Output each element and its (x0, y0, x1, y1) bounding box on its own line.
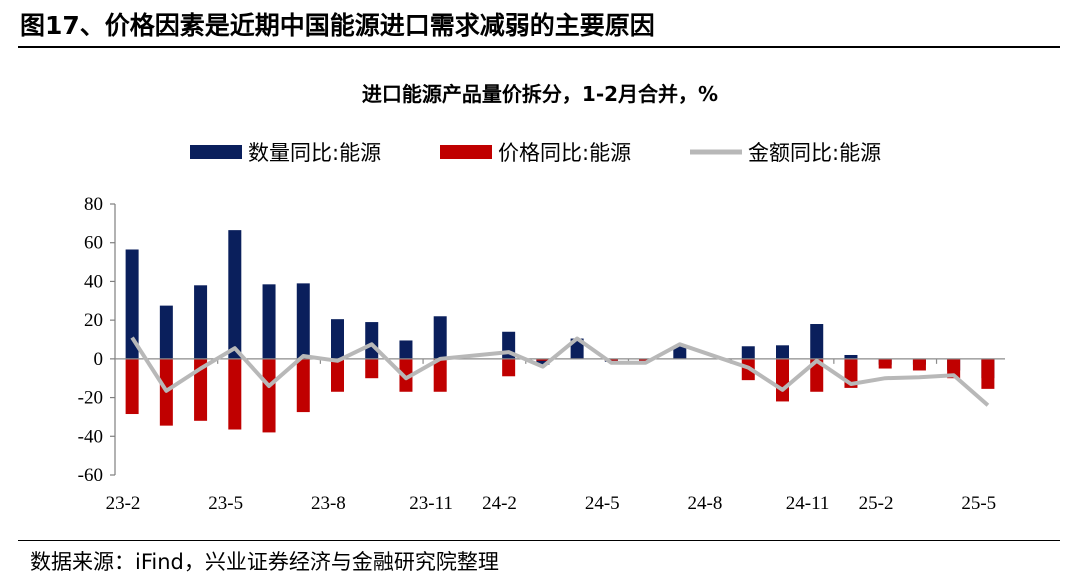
x-tick-label: 23-5 (208, 493, 243, 514)
quantity-bar (536, 358, 550, 365)
source-rule (18, 540, 1060, 541)
legend-price-label: 价格同比:能源 (498, 141, 631, 165)
quantity-bar (433, 316, 447, 359)
y-tick-label: 20 (84, 310, 103, 331)
price-bar (878, 358, 892, 369)
price-bar (228, 358, 242, 430)
legend-quantity-swatch (190, 145, 242, 159)
price-bar (604, 358, 618, 361)
price-bar (947, 358, 961, 379)
y-tick-label: -40 (78, 426, 103, 447)
y-tick-label: 80 (84, 194, 103, 215)
x-tick-label: 24-8 (688, 493, 723, 514)
quantity-bar (262, 284, 276, 359)
quantity-bar (125, 249, 139, 359)
price-bar (810, 358, 824, 392)
price-bar (502, 358, 516, 377)
quantity-bar (296, 283, 310, 359)
price-bar (912, 358, 926, 371)
price-bar (262, 358, 276, 433)
quantity-bar (844, 354, 858, 359)
x-tick-label: 23-8 (311, 493, 346, 514)
price-bars (125, 358, 995, 433)
x-tick-label: 25-2 (859, 493, 894, 514)
quantity-bars (125, 230, 995, 379)
x-tick-label: 23-11 (409, 493, 453, 514)
legend: 数量同比:能源 价格同比:能源 金额同比:能源 (190, 141, 881, 165)
price-bar (981, 358, 995, 389)
quantity-bar (776, 345, 789, 359)
legend-price-swatch (440, 145, 492, 159)
quantity-bar (331, 319, 344, 359)
price-bar (433, 358, 447, 392)
source-note: 数据来源：iFind，兴业证券经济与金融研究院整理 (30, 550, 499, 574)
y-tick-label: 60 (84, 233, 103, 254)
price-bar (399, 358, 413, 392)
y-tick-label: 0 (94, 349, 104, 370)
price-bar (194, 358, 208, 421)
quantity-bar (673, 346, 687, 359)
quantity-bar (741, 346, 755, 359)
y-axis: 80 60 40 20 0 -20 -40 -60 (78, 194, 116, 486)
y-tick-label: 40 (84, 271, 103, 292)
price-bar (125, 358, 139, 415)
price-bar (536, 358, 550, 361)
legend-amount-label: 金额同比:能源 (748, 141, 881, 165)
chart-title: 进口能源产品量价拆分，1-2月合并，% (362, 82, 718, 106)
quantity-bar (810, 324, 824, 359)
chart-area: 进口能源产品量价拆分，1-2月合并，% 数量同比:能源 价格同比:能源 金额同比:能… (78, 82, 1005, 514)
price-bar (776, 358, 789, 402)
price-bar (365, 358, 379, 379)
quantity-bar (159, 305, 173, 359)
quantity-bar (194, 285, 208, 359)
price-bar (331, 358, 344, 392)
x-axis: 23-2 23-5 23-8 23-11 24-2 24-5 24-8 24-11 25-2 25… (106, 493, 997, 514)
amount-line (130, 336, 990, 407)
x-tick-label: 24-5 (585, 493, 620, 514)
amount-series-line (130, 336, 990, 407)
title-rule (18, 46, 1060, 48)
y-tick-label: -20 (78, 388, 103, 409)
quantity-bar (399, 340, 413, 359)
x-tick-label: 25-5 (961, 493, 996, 514)
legend-quantity-label: 数量同比:能源 (248, 141, 381, 165)
x-tick-label: 24-11 (786, 493, 830, 514)
figure-title: 图17、价格因素是近期中国能源进口需求减弱的主要原因 (20, 11, 655, 40)
quantity-bar (228, 230, 242, 359)
x-tick-label: 23-2 (106, 493, 141, 514)
x-tick-label: 24-2 (482, 493, 517, 514)
price-bar (296, 358, 310, 413)
price-bar (639, 358, 653, 361)
y-tick-label: -60 (78, 465, 103, 486)
quantity-bar (365, 322, 379, 359)
